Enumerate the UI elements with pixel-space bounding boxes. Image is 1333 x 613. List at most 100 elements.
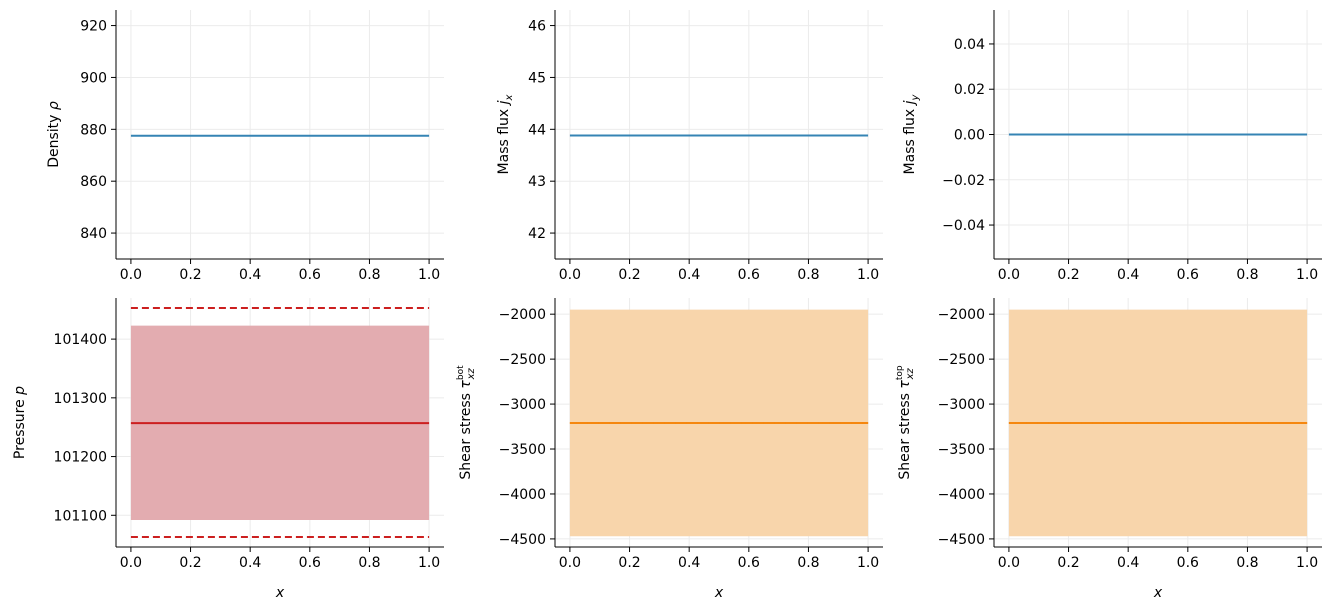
y-tick-label: −0.04 (942, 218, 985, 234)
mass-flux-x-panel: 0.0 0.2 0.4 0.6 0.8 1.0 42 43 44 45 46 Mass flux jx (496, 10, 883, 283)
x-tick-label: 0.6 (299, 555, 321, 571)
x-tick-label: 0.6 (299, 267, 321, 283)
x-tick-label: 0.6 (738, 267, 760, 283)
y-tick-label: 45 (528, 70, 546, 86)
y-axis-label-sub: x (504, 94, 515, 101)
y-tick-label: −2500 (938, 352, 985, 368)
y-tick-label: −4000 (938, 487, 985, 503)
x-tick-label: 1.0 (1296, 555, 1318, 571)
y-axis-label: Shear stress τtopxz (895, 365, 916, 480)
x-tick-label: 0.6 (1177, 267, 1199, 283)
y-tick-label: 42 (528, 226, 546, 242)
y-axis-label-symbol: ρ (46, 101, 62, 110)
y-tick-label: −4000 (499, 487, 546, 503)
shear-stress-top-panel: 0.0 0.2 0.4 0.6 0.8 1.0 −4500 −4000 −3500 −3000 −2… (895, 298, 1322, 601)
x-tick-label: 0.6 (1177, 555, 1199, 571)
y-axis-label-sub: y (910, 93, 921, 101)
y-axis-label-symbol: τ (897, 380, 913, 389)
y-tick-label: −3500 (938, 442, 985, 458)
y-tick-label: 0.02 (954, 82, 985, 98)
mass-flux-y-panel: 0.0 0.2 0.4 0.6 0.8 1.0 −0.04 −0.02 0.00 0.02 0.04… (902, 10, 1322, 283)
y-axis-label: Density ρ (46, 101, 62, 168)
x-tick-label: 0.8 (1236, 267, 1258, 283)
y-axis-label-sub: xz (466, 367, 477, 380)
x-tick-label: 0.8 (1236, 555, 1258, 571)
x-tick-label: 0.2 (1057, 555, 1079, 571)
y-tick-label: −2000 (938, 307, 985, 323)
density-panel: 0.0 0.2 0.4 0.6 0.8 1.0 840 860 880 900 920 Density… (46, 10, 444, 283)
x-tick-label: 0.8 (358, 555, 380, 571)
y-axis-label: Shear stress τbotxz (456, 365, 477, 480)
x-tick-label: 0.0 (120, 555, 142, 571)
y-axis-label-text: Shear stress (458, 389, 474, 480)
x-tick-label: 0.8 (797, 267, 819, 283)
y-tick-label: −4500 (938, 532, 985, 548)
y-tick-label: 46 (528, 19, 546, 35)
x-tick-label: 0.4 (678, 267, 700, 283)
y-tick-label: 101400 (54, 332, 107, 348)
y-tick-label: 920 (80, 19, 107, 35)
y-axis-label-sup: bot (456, 365, 466, 380)
y-axis-label-symbol: p (12, 386, 28, 396)
x-tick-label: 0.0 (998, 267, 1020, 283)
y-axis-label-text: Density (46, 110, 62, 168)
x-tick-label: 0.0 (559, 555, 581, 571)
y-tick-label: −3000 (499, 397, 546, 413)
y-axis-label-text: Shear stress (897, 389, 913, 480)
y-tick-label: 0.00 (954, 128, 985, 144)
y-axis-label-symbol: j (902, 100, 918, 106)
y-tick-label: 0.04 (954, 37, 985, 53)
x-tick-label: 0.0 (120, 267, 142, 283)
y-tick-label: −2000 (499, 307, 546, 323)
y-tick-label: −3000 (938, 397, 985, 413)
x-axis-label: x (275, 585, 285, 601)
y-tick-label: 840 (80, 226, 107, 242)
x-tick-label: 0.4 (239, 555, 261, 571)
x-tick-label: 1.0 (857, 555, 879, 571)
y-tick-label: 43 (528, 174, 546, 190)
y-axis-label: Pressure p (12, 386, 28, 459)
x-tick-label: 0.2 (179, 555, 201, 571)
x-tick-label: 1.0 (418, 267, 440, 283)
x-tick-label: 0.0 (559, 267, 581, 283)
x-tick-label: 0.2 (618, 555, 640, 571)
y-tick-label: −4500 (499, 532, 546, 548)
x-tick-label: 1.0 (857, 267, 879, 283)
y-axis-label-sup: top (895, 365, 905, 380)
y-axis-label-sub: xz (905, 367, 916, 380)
y-tick-label: 900 (80, 70, 107, 86)
x-tick-label: 1.0 (1296, 267, 1318, 283)
x-axis-label: x (714, 585, 724, 601)
y-axis-label-text: Pressure (12, 395, 28, 459)
x-tick-label: 0.2 (618, 267, 640, 283)
shear-stress-bot-panel: 0.0 0.2 0.4 0.6 0.8 1.0 −4500 −4000 −3500 −3000 −2… (456, 298, 883, 601)
y-tick-label: 860 (80, 174, 107, 190)
y-tick-label: 101300 (54, 391, 107, 407)
x-tick-label: 0.8 (797, 555, 819, 571)
x-tick-label: 0.4 (1117, 555, 1139, 571)
x-tick-label: 0.8 (358, 267, 380, 283)
x-tick-label: 0.4 (239, 267, 261, 283)
x-tick-label: 0.2 (1057, 267, 1079, 283)
y-axis-label-text: Mass flux (496, 104, 512, 174)
y-tick-label: 880 (80, 122, 107, 138)
y-axis-label-text: Mass flux (902, 104, 918, 174)
y-axis-label: Mass flux jx (496, 94, 515, 174)
x-tick-label: 0.4 (678, 555, 700, 571)
x-axis-label: x (1153, 585, 1163, 601)
x-tick-label: 0.2 (179, 267, 201, 283)
pressure-panel: 0.0 0.2 0.4 0.6 0.8 1.0 101100 101200 101300 1014… (12, 298, 444, 601)
y-tick-label: 101100 (54, 508, 107, 524)
y-tick-label: 44 (528, 122, 546, 138)
y-tick-label: −0.02 (942, 173, 985, 189)
x-tick-label: 1.0 (418, 555, 440, 571)
y-tick-label: −3500 (499, 442, 546, 458)
y-axis-label-symbol: τ (458, 380, 474, 389)
y-tick-label: 101200 (54, 450, 107, 466)
y-axis-label-symbol: j (496, 100, 512, 106)
x-tick-label: 0.4 (1117, 267, 1139, 283)
x-tick-label: 0.0 (998, 555, 1020, 571)
x-tick-label: 0.6 (738, 555, 760, 571)
y-tick-label: −2500 (499, 352, 546, 368)
